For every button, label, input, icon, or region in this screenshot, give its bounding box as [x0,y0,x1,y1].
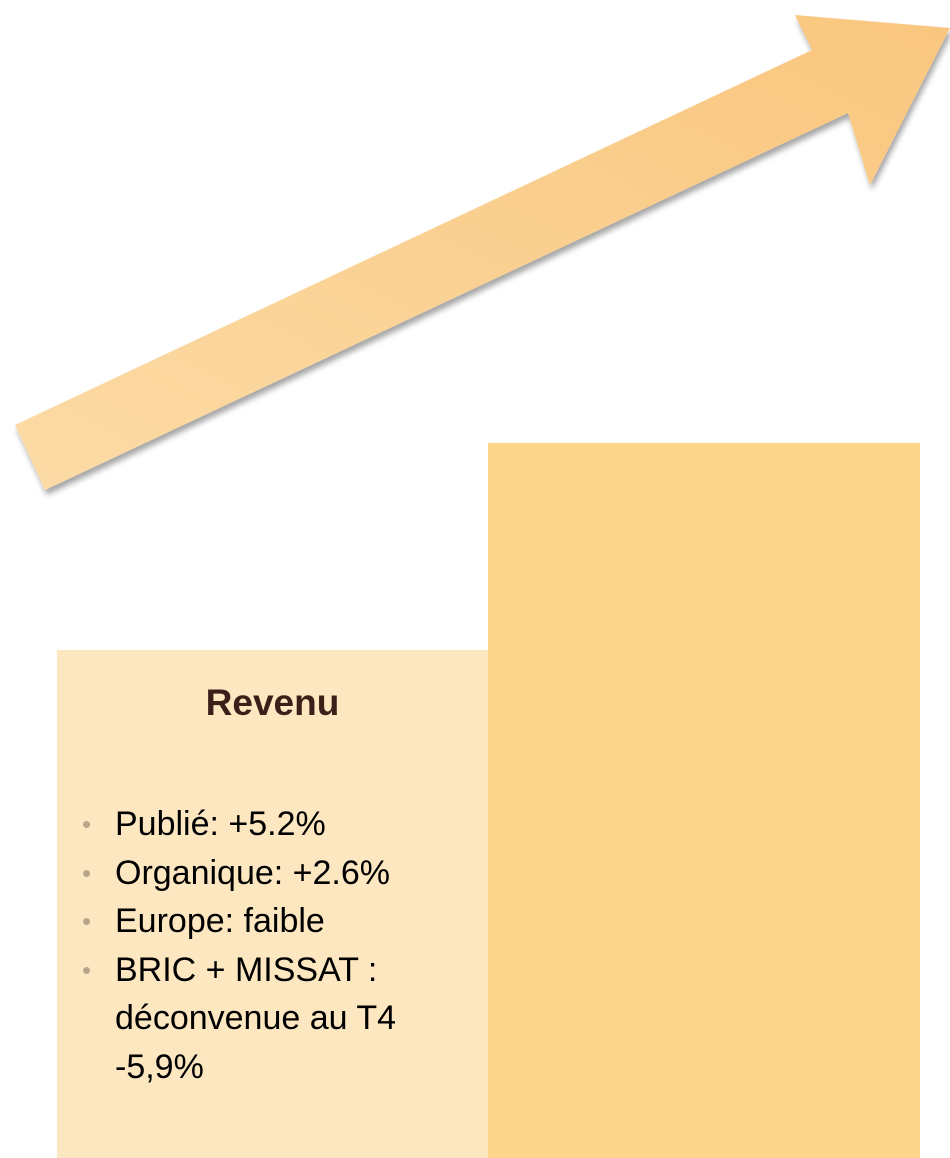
tall-panel [488,443,920,1158]
bullet-item: Europe: faible [80,897,460,946]
arrow-shape [15,15,950,490]
growth-arrow [15,15,950,490]
bullet-list: Publié: +5.2%Organique: +2.6%Europe: fai… [80,800,460,1091]
bullet-item: Publié: +5.2% [80,800,460,849]
bullet-item: BRIC + MISSAT : déconvenue au T4 -5,9% [80,946,460,1092]
bullet-item: Organique: +2.6% [80,849,460,898]
panel-title: Revenu [205,682,340,723]
